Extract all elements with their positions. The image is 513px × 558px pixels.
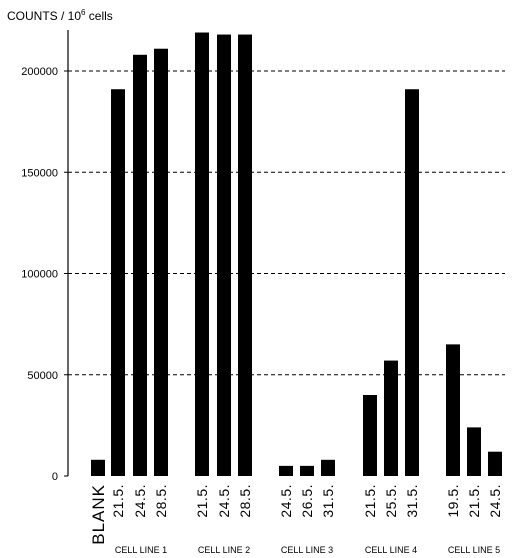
x-tick-label: 31.5.: [404, 484, 420, 518]
x-tick-label: 24.5.: [487, 484, 503, 518]
bar: [300, 465, 314, 476]
y-tick-label: 0: [52, 471, 58, 483]
y-axis-label-text: COUNTS / 10: [7, 9, 82, 23]
bar: [321, 459, 335, 476]
bar: [111, 89, 125, 476]
y-axis-label-suffix: cells: [85, 9, 113, 23]
x-tick-label: 19.5.: [445, 484, 461, 518]
x-tick-label: BLANK: [89, 484, 108, 545]
bar: [384, 360, 398, 476]
bar: [446, 344, 460, 476]
y-tick-label: 200000: [21, 66, 58, 78]
bar: [217, 34, 231, 477]
y-tick-label: 50000: [27, 370, 58, 382]
group-label: CELL LINE 2: [198, 545, 250, 555]
bar: [279, 465, 293, 476]
bar: [91, 459, 105, 476]
y-tick-label: 150000: [21, 167, 58, 179]
x-tick-label: 21.5.: [110, 484, 126, 518]
bar: [467, 427, 481, 476]
x-tick-label: 21.5.: [466, 484, 482, 518]
bar: [488, 451, 502, 476]
x-tick-label: 31.5.: [320, 484, 336, 518]
y-tick-label: 100000: [21, 269, 58, 281]
x-tick-label: 24.5.: [216, 484, 232, 518]
bar: [195, 32, 209, 477]
y-axis-label: COUNTS / 106 cells: [7, 8, 113, 23]
bar: [238, 34, 252, 477]
x-tick-label: 25.5.: [383, 484, 399, 518]
x-tick-label: 28.5.: [237, 484, 253, 518]
x-tick-label: 24.5.: [132, 484, 148, 518]
x-tick-label: 21.5.: [362, 484, 378, 518]
bar: [363, 395, 377, 476]
group-label: CELL LINE 3: [281, 545, 333, 555]
bar: [154, 48, 168, 476]
x-tick-label: 21.5.: [194, 484, 210, 518]
y-axis-label-exponent: 6: [81, 8, 86, 17]
x-tick-label: 26.5.: [299, 484, 315, 518]
bar: [133, 54, 147, 477]
x-tick-label: 28.5.: [153, 484, 169, 518]
group-label: CELL LINE 4: [365, 545, 417, 555]
group-label: CELL LINE 1: [115, 545, 167, 555]
axes: [64, 30, 69, 477]
x-tick-label: 24.5.: [278, 484, 294, 518]
group-label: CELL LINE 5: [448, 545, 500, 555]
bars: [91, 32, 502, 477]
bar: [405, 89, 419, 476]
